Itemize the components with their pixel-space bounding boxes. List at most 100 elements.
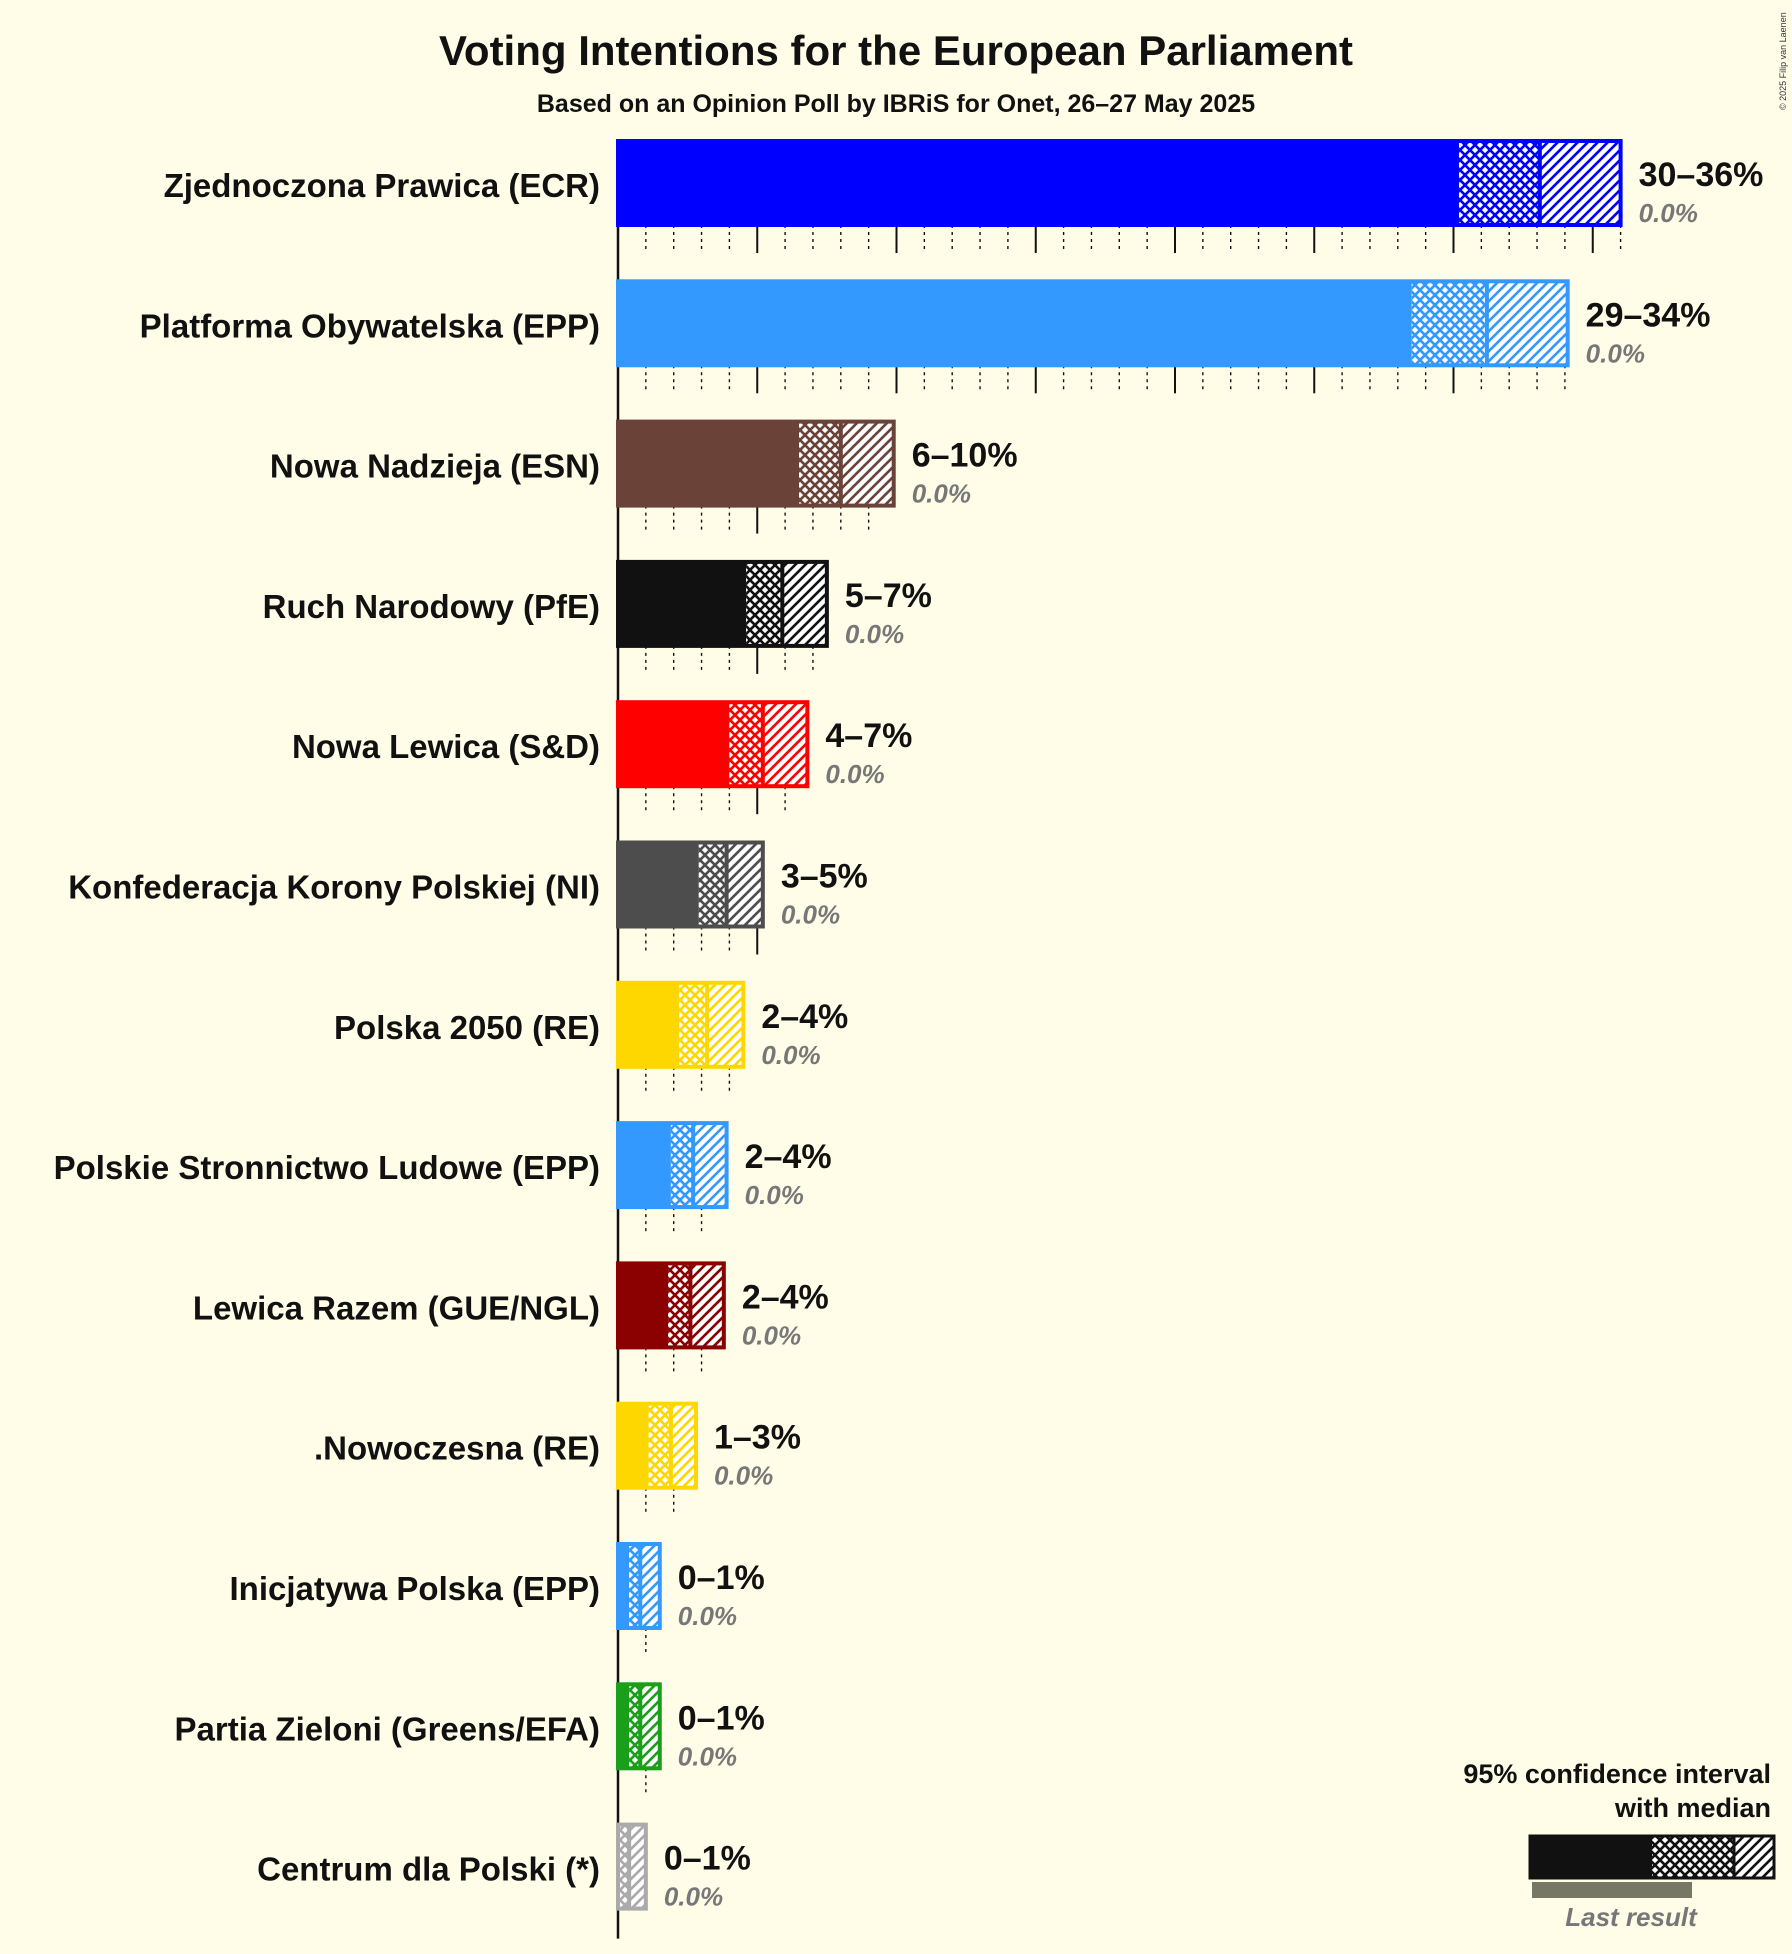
range-label: 30–36% bbox=[1639, 156, 1764, 194]
bar-upper-interval bbox=[629, 1824, 646, 1909]
bar-upper-interval bbox=[690, 1263, 724, 1348]
bar-upper-interval bbox=[693, 1123, 727, 1208]
bar-outline bbox=[616, 419, 896, 508]
bar-upper-interval bbox=[707, 982, 744, 1067]
legend: 95% confidence interval with median Last… bbox=[1463, 1759, 1776, 1932]
bar-lower-interval bbox=[698, 842, 727, 927]
chart-title: Voting Intentions for the European Parli… bbox=[439, 27, 1353, 74]
party-row: Polska 2050 (RE) 2–4% 0.0% bbox=[334, 980, 848, 1093]
range-label: 29–34% bbox=[1586, 296, 1711, 334]
bar-upper-interval bbox=[1539, 141, 1621, 225]
bar-solid bbox=[618, 141, 1460, 225]
bar-outline bbox=[616, 1822, 648, 1911]
bar-lower-interval bbox=[629, 1544, 641, 1628]
last-result-label: 0.0% bbox=[742, 1320, 801, 1350]
bar-outline bbox=[616, 840, 765, 929]
bar-solid bbox=[618, 1263, 669, 1348]
range-label: 4–7% bbox=[825, 717, 912, 755]
party-label: Partia Zieloni (Greens/EFA) bbox=[175, 1710, 600, 1747]
bar-lower-interval bbox=[1411, 281, 1487, 366]
bar-lower-interval bbox=[679, 982, 708, 1067]
bar-solid bbox=[618, 281, 1412, 366]
bar-solid bbox=[618, 1123, 671, 1208]
last-result-label: 0.0% bbox=[1639, 198, 1698, 228]
last-result-label: 0.0% bbox=[825, 759, 884, 789]
bars-group: Zjednoczona Prawica (ECR) 30–36%0.0%Platf… bbox=[54, 139, 1764, 1939]
range-label: 1–3% bbox=[714, 1419, 801, 1457]
bar-upper-interval bbox=[640, 1544, 660, 1628]
party-row: Nowa Nadzieja (ESN) 6–10% 0.0% bbox=[270, 419, 1018, 534]
party-row: Platforma Obywatelska (EPP) 29–34% 0.0% bbox=[140, 279, 1711, 394]
bar-outline bbox=[616, 980, 746, 1069]
last-result-label: 0.0% bbox=[678, 1601, 737, 1631]
range-label: 0–1% bbox=[678, 1559, 765, 1597]
party-row: .Nowoczesna (RE) 1–3% 0.0% bbox=[314, 1401, 801, 1514]
bar-upper-interval bbox=[726, 842, 763, 927]
party-row: Lewica Razem (GUE/NGL) 2–4% 0.0% bbox=[193, 1261, 829, 1374]
party-label: Konfederacja Korony Polskiej (NI) bbox=[68, 869, 600, 906]
bar-solid bbox=[618, 1684, 630, 1769]
party-label: Centrum dla Polski (*) bbox=[257, 1851, 600, 1888]
bar-outline bbox=[616, 279, 1570, 368]
bar-lower-interval bbox=[618, 1824, 630, 1909]
bar-lower-interval bbox=[799, 421, 841, 506]
legend-line1: 95% confidence interval bbox=[1463, 1759, 1771, 1789]
last-result-label: 0.0% bbox=[781, 900, 840, 930]
bar-solid bbox=[618, 842, 699, 927]
party-label: Inicjatywa Polska (EPP) bbox=[230, 1570, 600, 1607]
party-label: Polska 2050 (RE) bbox=[334, 1009, 600, 1046]
legend-last-result: Last result bbox=[1565, 1902, 1698, 1932]
range-label: 5–7% bbox=[845, 577, 932, 615]
legend-upper-hatch bbox=[1734, 1836, 1774, 1878]
legend-line2: with median bbox=[1614, 1793, 1771, 1823]
bar-upper-interval bbox=[762, 702, 808, 787]
bar-upper-interval bbox=[1486, 281, 1568, 366]
bar-upper-interval bbox=[640, 1684, 660, 1769]
range-label: 2–4% bbox=[761, 998, 848, 1036]
bar-outline bbox=[616, 1121, 729, 1210]
party-label: .Nowoczesna (RE) bbox=[314, 1430, 600, 1467]
bar-outline bbox=[616, 1261, 726, 1350]
bar-lower-interval bbox=[746, 561, 783, 646]
bar-solid bbox=[618, 421, 800, 506]
bar-upper-interval bbox=[670, 1403, 696, 1488]
party-row: Partia Zieloni (Greens/EFA) 0–1% 0.0% bbox=[175, 1682, 765, 1795]
range-label: 0–1% bbox=[678, 1699, 765, 1737]
bar-lower-interval bbox=[670, 1123, 694, 1208]
party-label: Nowa Nadzieja (ESN) bbox=[270, 448, 600, 485]
legend-outline bbox=[1528, 1834, 1776, 1880]
last-result-label: 0.0% bbox=[678, 1741, 737, 1771]
bar-solid bbox=[618, 1403, 649, 1488]
last-result-label: 0.0% bbox=[845, 619, 904, 649]
bar-outline bbox=[616, 700, 810, 789]
bar-outline bbox=[616, 1401, 698, 1490]
bar-solid bbox=[618, 702, 730, 787]
legend-last-result-bar bbox=[1532, 1882, 1692, 1898]
range-label: 0–1% bbox=[664, 1840, 751, 1878]
legend-median-hatch bbox=[1652, 1836, 1734, 1878]
last-result-label: 0.0% bbox=[745, 1180, 804, 1210]
bar-outline bbox=[616, 139, 1623, 227]
range-label: 2–4% bbox=[745, 1138, 832, 1176]
chart-subtitle: Based on an Opinion Poll by IBRiS for On… bbox=[537, 90, 1255, 118]
last-result-label: 0.0% bbox=[761, 1040, 820, 1070]
party-row: Inicjatywa Polska (EPP) 0–1% 0.0% bbox=[230, 1542, 765, 1654]
party-row: Zjednoczona Prawica (ECR) 30–36% 0.0% bbox=[164, 139, 1764, 253]
bar-solid bbox=[618, 982, 680, 1067]
bar-outline bbox=[616, 559, 829, 648]
party-row: Centrum dla Polski (*) 0–1% 0.0% bbox=[257, 1822, 751, 1912]
bar-lower-interval bbox=[729, 702, 763, 787]
bar-lower-interval bbox=[668, 1263, 691, 1348]
party-row: Polskie Stronnictwo Ludowe (EPP) 2–4% 0.0% bbox=[54, 1121, 832, 1234]
party-row: Nowa Lewica (S&D) 4–7% 0.0% bbox=[292, 700, 912, 815]
copyright-notice: © 2025 Filip van Laenen bbox=[1778, 12, 1788, 110]
party-label: Platforma Obywatelska (EPP) bbox=[140, 307, 600, 344]
party-label: Lewica Razem (GUE/NGL) bbox=[193, 1289, 600, 1326]
last-result-label: 0.0% bbox=[714, 1461, 773, 1491]
bar-upper-interval bbox=[840, 421, 894, 506]
bar-upper-interval bbox=[782, 561, 827, 646]
bar-solid bbox=[618, 1544, 630, 1628]
bar-lower-interval bbox=[1459, 141, 1540, 225]
range-label: 2–4% bbox=[742, 1278, 829, 1316]
